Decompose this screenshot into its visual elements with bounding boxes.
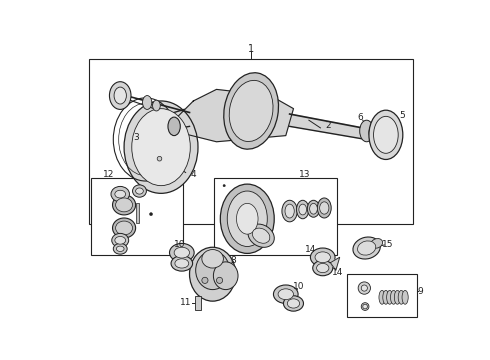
Ellipse shape [124, 101, 198, 193]
Bar [91, 178, 183, 255]
Ellipse shape [318, 198, 331, 218]
Ellipse shape [175, 259, 189, 268]
Polygon shape [149, 109, 190, 134]
Ellipse shape [113, 195, 136, 215]
Circle shape [157, 156, 162, 161]
Ellipse shape [136, 188, 144, 194]
Ellipse shape [369, 110, 403, 159]
Text: 1: 1 [248, 44, 254, 54]
Text: 12: 12 [103, 170, 114, 179]
Text: 2: 2 [325, 121, 331, 130]
Ellipse shape [113, 218, 136, 238]
Ellipse shape [109, 82, 131, 109]
Ellipse shape [398, 291, 404, 304]
Ellipse shape [402, 291, 408, 304]
Ellipse shape [196, 251, 229, 289]
Ellipse shape [117, 246, 124, 252]
Ellipse shape [370, 239, 383, 248]
Ellipse shape [283, 296, 303, 311]
Ellipse shape [143, 95, 152, 109]
Bar [89, 59, 413, 224]
Ellipse shape [115, 190, 125, 198]
Text: 13: 13 [299, 170, 311, 179]
Ellipse shape [285, 204, 294, 218]
Ellipse shape [373, 116, 398, 153]
Text: 14: 14 [332, 268, 344, 277]
Bar [347, 274, 416, 316]
Text: 11: 11 [180, 298, 192, 307]
Ellipse shape [174, 247, 190, 258]
Text: 4: 4 [191, 170, 196, 179]
Ellipse shape [116, 221, 132, 235]
Bar [214, 178, 337, 255]
Ellipse shape [315, 252, 330, 263]
Ellipse shape [313, 260, 333, 276]
Text: 10: 10 [174, 240, 185, 249]
Bar [136, 203, 139, 222]
Ellipse shape [391, 291, 397, 304]
Ellipse shape [296, 200, 309, 219]
Ellipse shape [237, 203, 258, 234]
Ellipse shape [360, 120, 373, 142]
Ellipse shape [171, 256, 193, 271]
Ellipse shape [190, 247, 236, 301]
Text: 8: 8 [230, 256, 236, 265]
Ellipse shape [202, 249, 223, 268]
Ellipse shape [307, 200, 319, 217]
Ellipse shape [317, 264, 329, 273]
Ellipse shape [114, 87, 126, 104]
Text: 6: 6 [358, 113, 364, 122]
Ellipse shape [273, 285, 298, 303]
Ellipse shape [112, 233, 129, 247]
Bar [195, 296, 201, 310]
Ellipse shape [311, 248, 335, 266]
Ellipse shape [394, 291, 400, 304]
Text: 5: 5 [399, 111, 405, 120]
Text: 10: 10 [293, 282, 305, 291]
Circle shape [361, 285, 368, 291]
Ellipse shape [369, 125, 378, 140]
Circle shape [363, 304, 368, 309]
Ellipse shape [132, 109, 190, 186]
Ellipse shape [319, 202, 329, 214]
Ellipse shape [358, 241, 376, 255]
Circle shape [149, 213, 152, 216]
Ellipse shape [353, 237, 380, 259]
Ellipse shape [213, 262, 238, 289]
Ellipse shape [299, 204, 307, 215]
Ellipse shape [278, 289, 294, 300]
Polygon shape [290, 114, 370, 140]
Ellipse shape [224, 73, 278, 149]
Ellipse shape [252, 228, 270, 243]
Ellipse shape [379, 291, 385, 304]
Ellipse shape [132, 185, 147, 197]
Ellipse shape [168, 117, 180, 136]
Ellipse shape [383, 291, 389, 304]
Ellipse shape [310, 203, 318, 214]
Circle shape [358, 282, 370, 294]
Ellipse shape [115, 237, 125, 244]
Polygon shape [178, 89, 294, 142]
Ellipse shape [227, 191, 268, 247]
Ellipse shape [152, 100, 160, 111]
Ellipse shape [248, 224, 274, 247]
Ellipse shape [220, 184, 274, 253]
Text: 3: 3 [133, 132, 139, 141]
Ellipse shape [116, 198, 132, 212]
Ellipse shape [282, 200, 297, 222]
Ellipse shape [387, 291, 393, 304]
Polygon shape [330, 257, 340, 270]
Ellipse shape [229, 80, 273, 141]
Text: 15: 15 [382, 240, 393, 249]
Circle shape [223, 184, 225, 187]
Circle shape [202, 277, 208, 283]
Circle shape [217, 277, 222, 283]
Text: 9: 9 [417, 287, 423, 296]
Circle shape [361, 303, 369, 310]
Ellipse shape [170, 243, 194, 262]
Text: 14: 14 [305, 245, 316, 254]
Ellipse shape [111, 186, 129, 202]
Ellipse shape [287, 299, 300, 308]
Ellipse shape [113, 243, 127, 254]
